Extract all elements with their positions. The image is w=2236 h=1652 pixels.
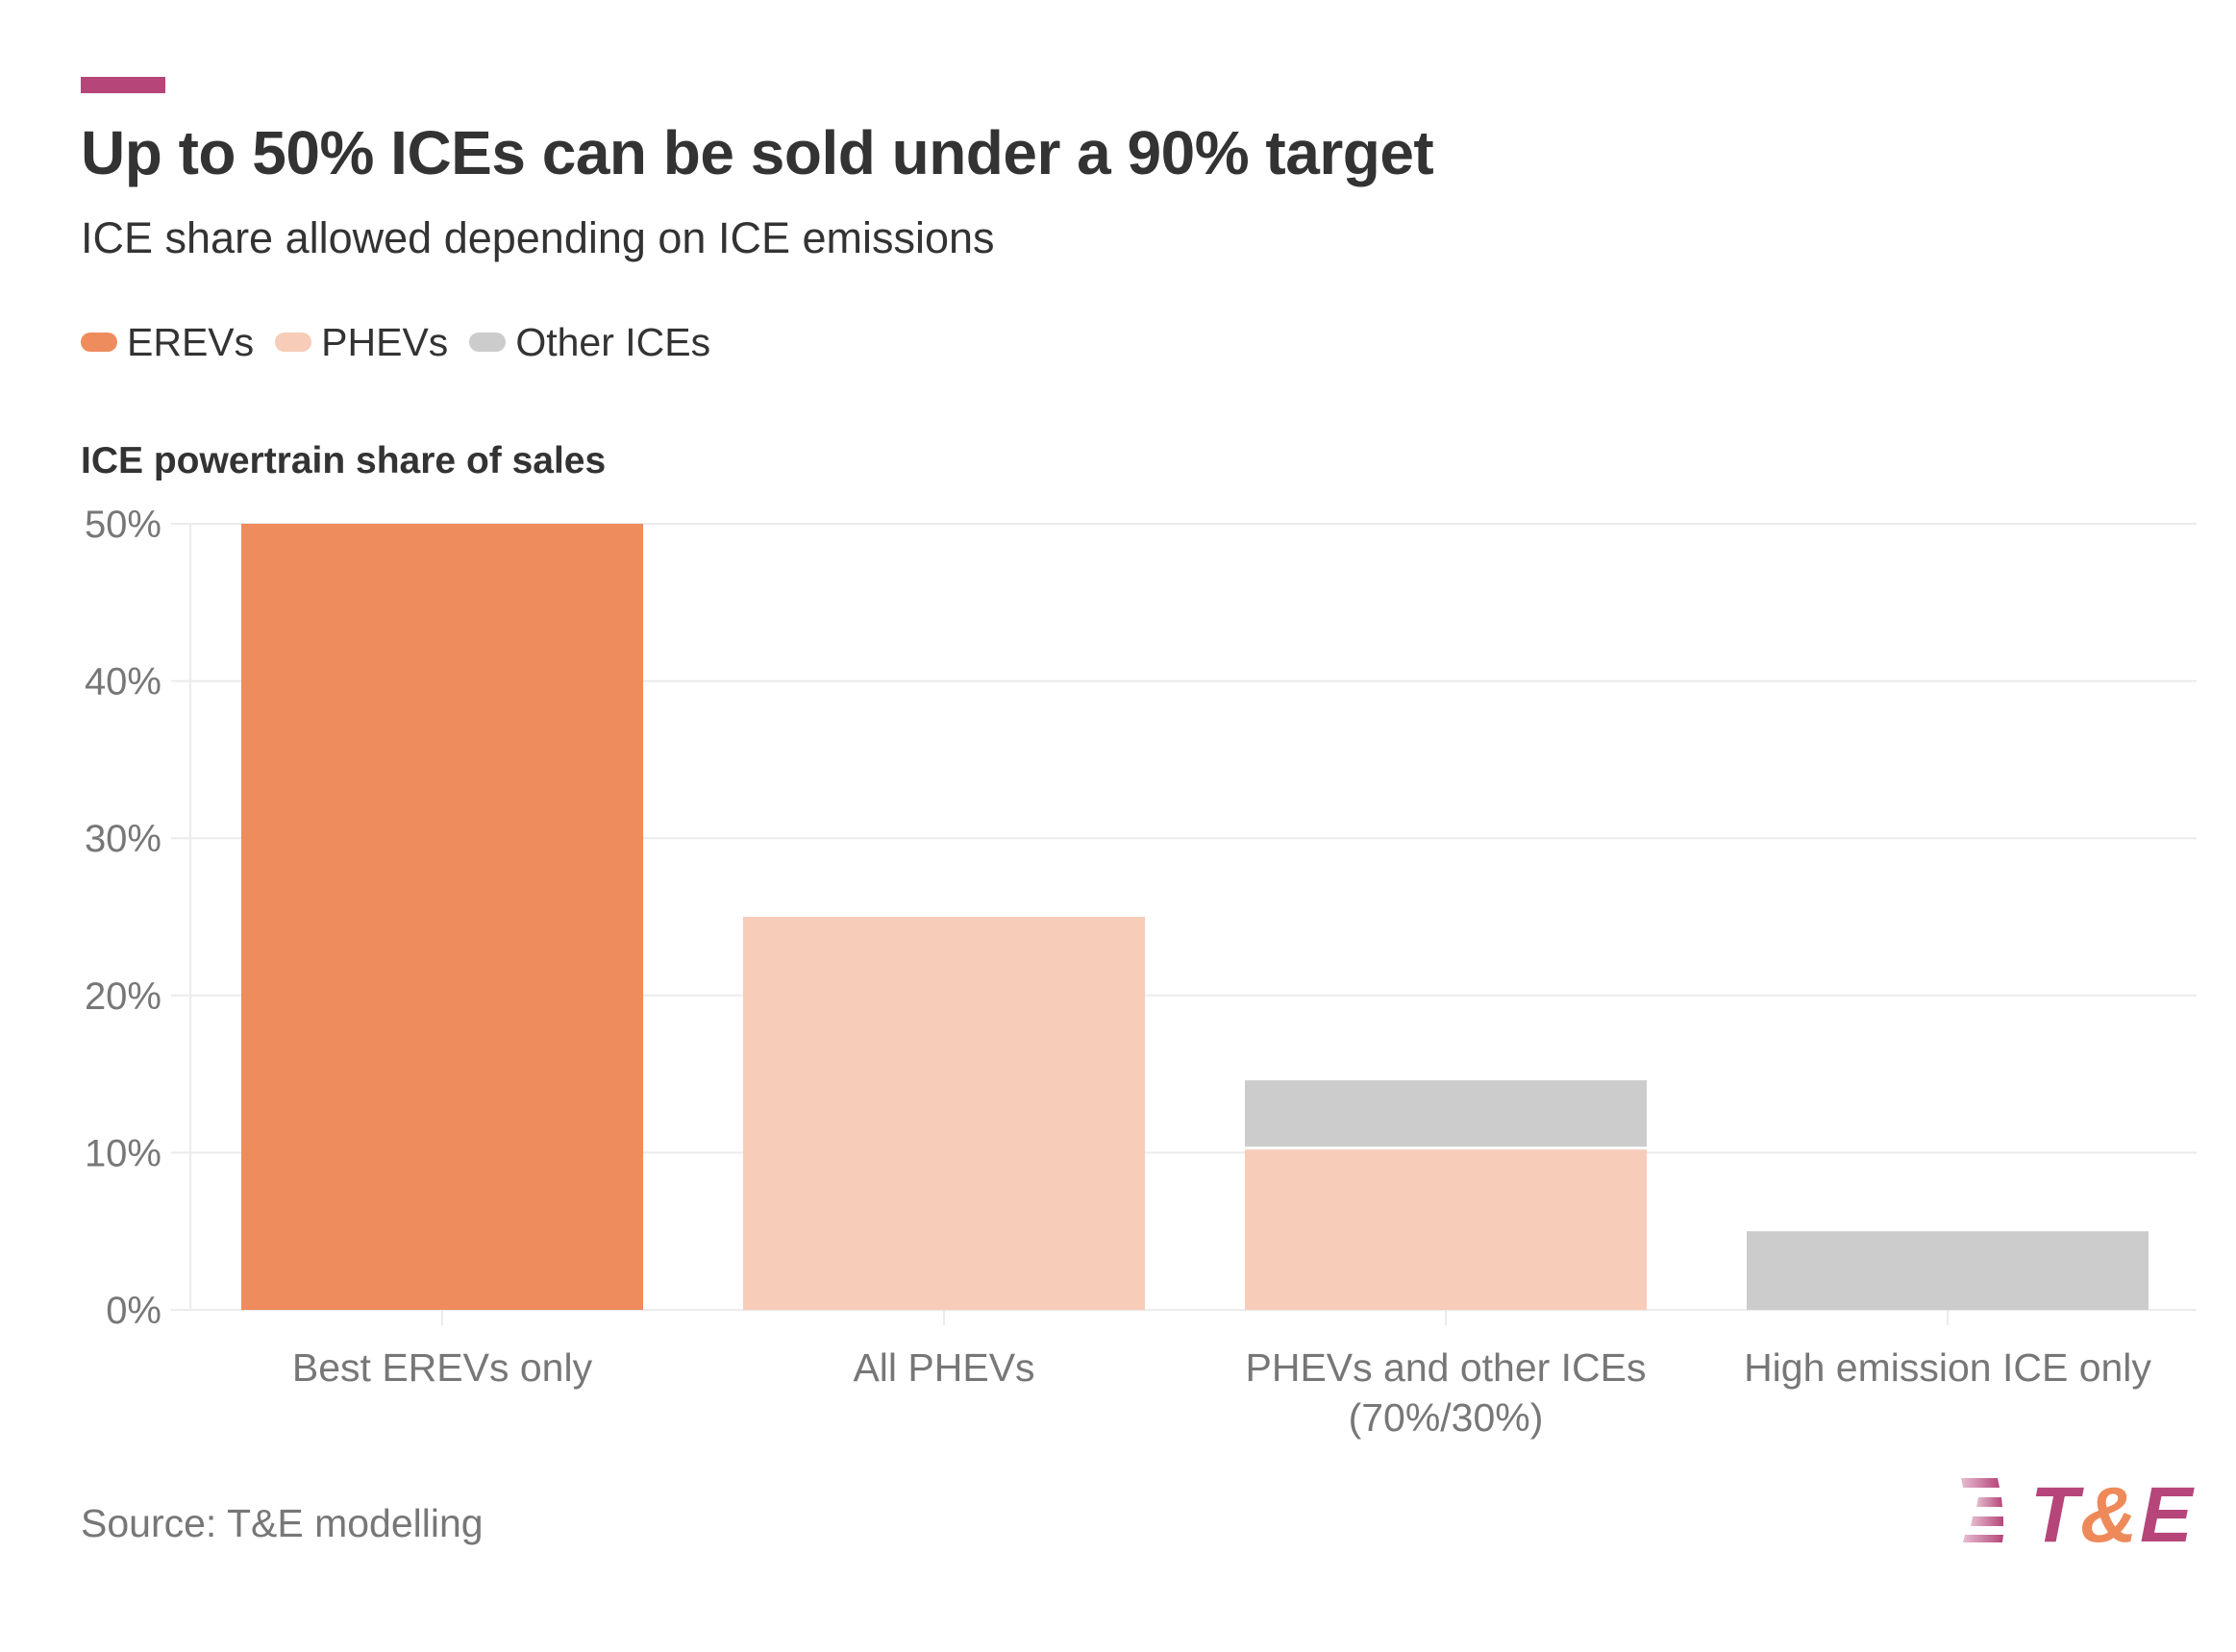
y-tick-label: 50%	[85, 504, 161, 546]
legend-label-other-ices: Other ICEs	[515, 319, 711, 364]
legend-label-phevs: PHEVs	[321, 319, 449, 364]
te-logo: T & E	[1961, 1471, 2195, 1547]
axis-labels: 0% 10% 20% 30% 40% 50% Best EREVs only All PHEV…	[85, 504, 2151, 1440]
logo-letter-t: T	[2030, 1471, 2084, 1547]
bar-phevs	[743, 917, 1145, 1310]
y-tick-label: 20%	[85, 975, 161, 1018]
bar-other-ices	[1747, 1231, 2149, 1310]
legend-item-other-ices: Other ICEs	[469, 320, 710, 365]
bar-other-ices	[1245, 1080, 1647, 1147]
bar-erevs	[241, 524, 643, 1310]
chart-subtitle: ICE share allowed depending on ICE emiss…	[81, 213, 995, 262]
x-tick-label: Best EREVs only	[292, 1345, 593, 1390]
legend-label-erevs: EREVs	[127, 319, 255, 364]
legend-item-phevs: PHEVs	[275, 320, 448, 365]
x-tick-label: High emission ICE only	[1744, 1345, 2151, 1390]
logo-letter-e: E	[2140, 1471, 2195, 1547]
logo-stripes-icon	[1961, 1478, 2003, 1542]
legend-swatch-phevs	[275, 333, 312, 352]
bars	[241, 524, 2149, 1310]
legend-swatch-other-ices	[469, 333, 507, 352]
y-axis-title: ICE powertrain share of sales	[81, 440, 607, 481]
y-tick-label: 10%	[85, 1132, 161, 1174]
x-tick-label: PHEVs and other ICEs	[1245, 1345, 1646, 1390]
legend-item-erevs: EREVs	[81, 320, 254, 365]
chart-title: Up to 50% ICEs can be sold under a 90% t…	[81, 118, 1434, 187]
bar-phevs	[1245, 1149, 1647, 1310]
y-tick-label: 30%	[85, 818, 161, 860]
y-tick-label: 0%	[106, 1290, 161, 1332]
accent-bar	[81, 77, 165, 93]
y-tick-label: 40%	[85, 661, 161, 703]
legend-swatch-erevs	[81, 333, 117, 352]
source-note: Source: T&E modelling	[81, 1501, 484, 1545]
logo-ampersand: &	[2080, 1471, 2137, 1547]
legend: EREVs PHEVs Other ICEs	[81, 315, 732, 369]
x-tick-label: All PHEVs	[853, 1345, 1034, 1390]
x-tick-label: (70%/30%)	[1349, 1395, 1544, 1440]
